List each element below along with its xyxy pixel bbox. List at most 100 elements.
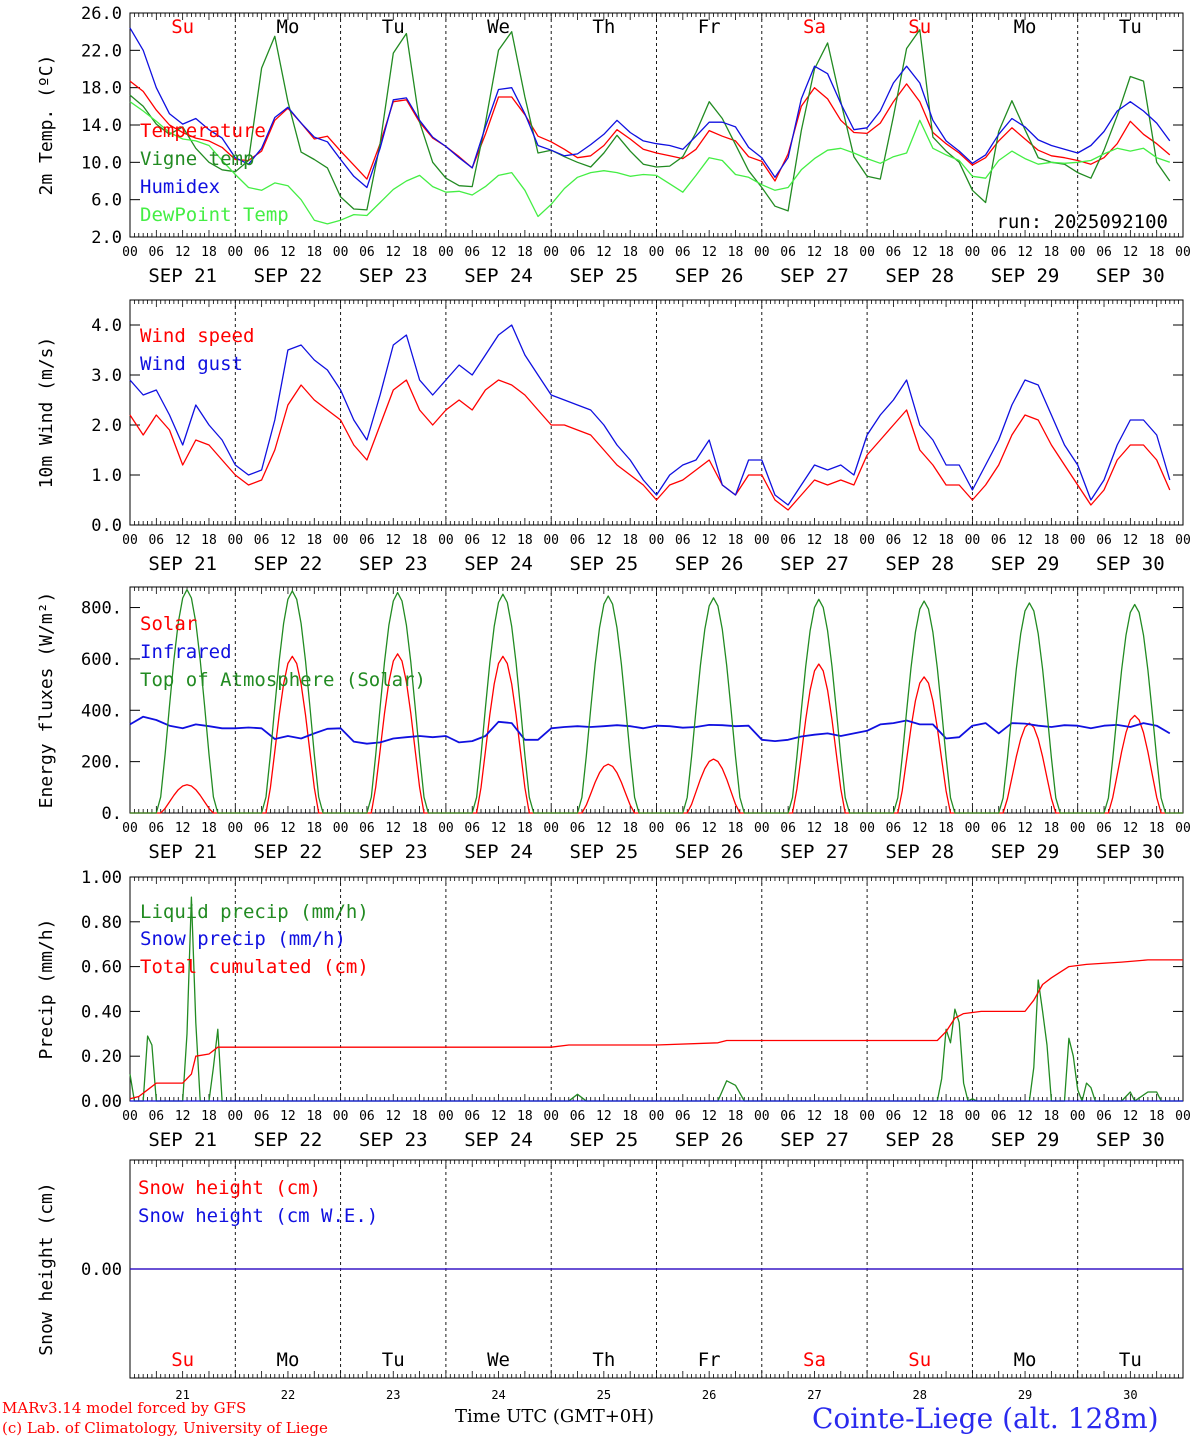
x-hour-label: 00	[859, 1109, 875, 1124]
day-name-label: Su	[171, 16, 194, 38]
x-hour-label: 06	[780, 245, 796, 260]
y-tick-label: 0.00	[81, 1260, 122, 1280]
x-hour-label: 12	[491, 533, 507, 548]
x-hour-label: 06	[464, 1109, 480, 1124]
day-name-label: Mo	[1014, 1349, 1037, 1371]
x-hour-label: 00	[1175, 245, 1191, 260]
x-hour-label: 00	[333, 533, 349, 548]
x-hour-label: 12	[1123, 1109, 1139, 1124]
x-hour-label: 12	[912, 1109, 928, 1124]
y-tick-label: 10.0	[81, 153, 122, 173]
x-hour-label: 06	[570, 245, 586, 260]
station-name: Cointe-Liege (alt. 128m)	[812, 1402, 1159, 1435]
x-hour-label: 12	[912, 821, 928, 836]
y-tick-label: 4.0	[91, 316, 122, 336]
x-date-label: SEP 30	[1096, 265, 1165, 287]
x-date-label: SEP 28	[885, 553, 954, 575]
day-number-label: 25	[597, 1388, 611, 1402]
x-hour-label: 18	[938, 821, 954, 836]
day-name-label: Tu	[382, 1349, 405, 1371]
x-hour-label: 18	[1149, 821, 1165, 836]
x-hour-label: 18	[1044, 821, 1060, 836]
day-name-label: Sa	[803, 1349, 826, 1371]
x-hour-label: 06	[570, 821, 586, 836]
x-hour-label: 00	[438, 245, 454, 260]
x-hour-label: 12	[385, 1109, 401, 1124]
legend-entry: Snow height (cm)	[138, 1177, 321, 1199]
x-hour-label: 18	[622, 821, 638, 836]
day-name-label: Fr	[698, 16, 721, 38]
x-hour-label: 06	[780, 821, 796, 836]
x-date-label: SEP 29	[991, 265, 1060, 287]
x-hour-label: 00	[965, 1109, 981, 1124]
x-hour-label: 12	[1123, 245, 1139, 260]
x-hour-label: 18	[1149, 1109, 1165, 1124]
x-hour-label: 06	[675, 533, 691, 548]
legend-entry: DewPoint Temp	[140, 204, 289, 226]
x-hour-label: 18	[1044, 533, 1060, 548]
legend-entry: Temperature	[140, 120, 266, 142]
x-hour-label: 18	[201, 1109, 217, 1124]
x-hour-label: 12	[491, 1109, 507, 1124]
time-axis-title: Time UTC (GMT+0H)	[455, 1406, 654, 1427]
y-tick-label: 0.	[102, 804, 122, 824]
x-hour-label: 06	[359, 533, 375, 548]
x-hour-label: 00	[859, 245, 875, 260]
day-number-label: 30	[1123, 1388, 1137, 1402]
x-hour-label: 12	[701, 1109, 717, 1124]
legend-entry: Vigne temp	[140, 148, 254, 170]
day-name-label: Mo	[1014, 16, 1037, 38]
run-label: run: 2025092100	[996, 211, 1168, 233]
x-hour-label: 00	[754, 821, 770, 836]
x-date-label: SEP 27	[780, 553, 849, 575]
y-tick-label: 0.20	[81, 1047, 122, 1067]
x-date-label: SEP 26	[675, 553, 744, 575]
x-hour-label: 00	[649, 821, 665, 836]
x-hour-label: 00	[122, 821, 138, 836]
day-name-label: Tu	[1119, 1349, 1142, 1371]
x-hour-label: 18	[1149, 245, 1165, 260]
x-date-label: SEP 21	[148, 265, 217, 287]
x-hour-label: 18	[201, 245, 217, 260]
x-hour-label: 18	[728, 245, 744, 260]
day-number-label: 22	[281, 1388, 295, 1402]
x-hour-label: 12	[807, 821, 823, 836]
x-date-label: SEP 29	[991, 553, 1060, 575]
x-hour-label: 06	[254, 533, 270, 548]
x-hour-label: 12	[175, 245, 191, 260]
series-line-dewpoint-temp	[129, 101, 1171, 225]
x-hour-label: 00	[1175, 821, 1191, 836]
x-hour-label: 00	[227, 821, 243, 836]
panel-5: 0.00 Snow height (cm) Snow height (cm) Snow…	[36, 1159, 1184, 1379]
plot-frame	[129, 299, 1184, 526]
x-hour-label: 12	[701, 245, 717, 260]
x-date-label: SEP 28	[885, 265, 954, 287]
y-tick-label: 18.0	[81, 79, 122, 99]
day-name-label: Tu	[382, 16, 405, 38]
x-hour-label: 12	[807, 1109, 823, 1124]
day-name-label: Tu	[1119, 16, 1142, 38]
x-hour-label: 00	[227, 1109, 243, 1124]
day-name-label: Fr	[698, 1349, 721, 1371]
series-line-top-of-atmosphere-solar-	[130, 588, 1183, 814]
x-hour-label: 18	[728, 533, 744, 548]
x-hour-label: 18	[201, 533, 217, 548]
x-hour-label: 06	[570, 533, 586, 548]
x-hour-label: 00	[754, 1109, 770, 1124]
x-hour-label: 12	[280, 533, 296, 548]
x-hour-label: 06	[254, 245, 270, 260]
day-number-label: 29	[1018, 1388, 1032, 1402]
x-hour-label: 18	[938, 533, 954, 548]
x-date-label: SEP 24	[464, 841, 533, 863]
day-number-label: 24	[491, 1388, 505, 1402]
x-hour-label: 18	[517, 245, 533, 260]
x-hour-label: 00	[227, 533, 243, 548]
x-hour-label: 00	[227, 245, 243, 260]
x-hour-label: 06	[1096, 1109, 1112, 1124]
day-name-label: We	[487, 16, 510, 38]
x-hour-label: 06	[254, 1109, 270, 1124]
x-hour-label: 12	[1017, 1109, 1033, 1124]
x-hour-label: 06	[991, 1109, 1007, 1124]
x-hour-label: 00	[122, 1109, 138, 1124]
